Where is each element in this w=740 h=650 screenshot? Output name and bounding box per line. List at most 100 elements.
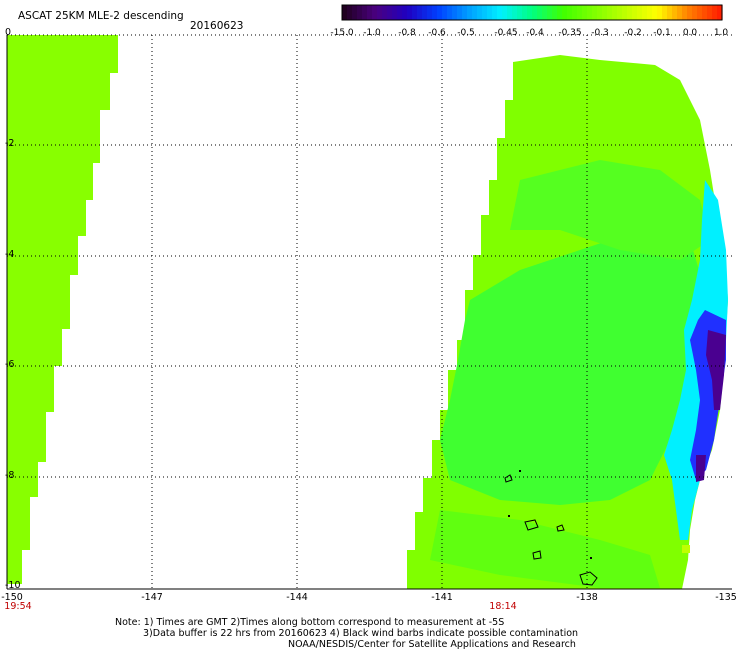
colorbar-swatch — [577, 5, 583, 20]
time-label: 19:54 — [4, 601, 32, 612]
colorbar-label: -0.5 — [457, 28, 475, 38]
colorbar-swatch — [602, 5, 608, 20]
colorbar-swatch — [567, 5, 573, 20]
colorbar-swatch — [347, 5, 353, 20]
colorbar-swatch — [472, 5, 478, 20]
colorbar-swatch — [657, 5, 663, 20]
colorbar-swatch — [627, 5, 633, 20]
colorbar-swatch — [377, 5, 383, 20]
colorbar-swatch — [532, 5, 538, 20]
colorbar-swatch — [417, 5, 423, 20]
colorbar-swatch — [512, 5, 518, 20]
colorbar-swatch — [717, 5, 723, 20]
colorbar-swatch — [437, 5, 443, 20]
colorbar-label: -0.6 — [428, 28, 446, 38]
colorbar-swatch — [707, 5, 713, 20]
colorbar-label: -0.3 — [591, 28, 609, 38]
colorbar-label: 1.0 — [713, 28, 729, 38]
x-tick-label: -138 — [576, 592, 598, 603]
colorbar-swatch — [522, 5, 528, 20]
colorbar-swatch — [517, 5, 523, 20]
x-tick-label: -144 — [286, 592, 308, 603]
colorbar-swatch — [667, 5, 673, 20]
colorbar-swatch — [452, 5, 458, 20]
colorbar-swatch — [392, 5, 398, 20]
y-tick-label: 0 — [5, 27, 12, 38]
left-swath — [7, 35, 118, 584]
green-region-3 — [430, 510, 660, 588]
colorbar-label: -0.1 — [653, 28, 671, 38]
colorbar-swatch — [612, 5, 618, 20]
colorbar-swatch — [712, 5, 718, 20]
colorbar-swatch — [592, 5, 598, 20]
x-tick-label: -141 — [431, 592, 453, 603]
colorbar-swatch — [362, 5, 368, 20]
colorbar-swatch — [467, 5, 473, 20]
colorbar-swatch — [482, 5, 488, 20]
colorbar-swatch — [697, 5, 703, 20]
note-line-1: Note: 1) Times are GMT 2)Times along bot… — [115, 617, 505, 628]
colorbar-label: -0.35 — [558, 28, 582, 38]
colorbar-swatch — [447, 5, 453, 20]
colorbar-swatch — [607, 5, 613, 20]
note-line-3: NOAA/NESDIS/Center for Satellite Applica… — [288, 639, 576, 650]
colorbar-swatch — [397, 5, 403, 20]
x-tick-label: -150 — [1, 592, 23, 603]
colorbar-swatch — [342, 5, 348, 20]
colorbar-swatch — [462, 5, 468, 20]
colorbar-swatch — [527, 5, 533, 20]
colorbar-swatch — [457, 5, 463, 20]
colorbar-swatch — [682, 5, 688, 20]
colorbar-label: -15.0 — [330, 28, 354, 38]
colorbar-swatch — [617, 5, 623, 20]
colorbar-swatch — [432, 5, 438, 20]
colorbar-swatch — [372, 5, 378, 20]
note-line-2: 3)Data buffer is 22 hrs from 20160623 4)… — [143, 628, 579, 639]
time-label: 18:14 — [489, 601, 517, 612]
colorbar-swatch — [407, 5, 413, 20]
x-tick-label: -147 — [141, 592, 163, 603]
colorbar-swatch — [692, 5, 698, 20]
colorbar-swatch — [597, 5, 603, 20]
colorbar-swatch — [402, 5, 408, 20]
colorbar-swatch — [502, 5, 508, 20]
colorbar-swatch — [662, 5, 668, 20]
colorbar-swatch — [477, 5, 483, 20]
grid — [7, 34, 732, 589]
y-tick-label: -4 — [5, 249, 15, 260]
colorbar-swatch — [542, 5, 548, 20]
colorbar-swatch — [632, 5, 638, 20]
colorbar-border — [341, 4, 723, 21]
colorbar-swatch — [492, 5, 498, 20]
colorbar-label: -0.4 — [526, 28, 544, 38]
island-dots — [508, 470, 592, 559]
colorbar-swatch — [487, 5, 493, 20]
colorbar-swatch — [537, 5, 543, 20]
colorbar-swatch — [552, 5, 558, 20]
colorbar-swatch — [412, 5, 418, 20]
colorbar-swatch — [382, 5, 388, 20]
colorbar-label: -0.2 — [624, 28, 642, 38]
colorbar-swatch — [587, 5, 593, 20]
colorbar-swatch — [427, 5, 433, 20]
colorbar-swatch — [562, 5, 568, 20]
colorbar-swatch — [642, 5, 648, 20]
y-tick-label: -8 — [5, 470, 15, 481]
colorbar-swatch — [557, 5, 563, 20]
colorbar-label: -0.8 — [398, 28, 416, 38]
colorbar-swatch — [622, 5, 628, 20]
green-region — [440, 230, 705, 505]
colorbar-swatch — [652, 5, 658, 20]
map-date: 20160623 — [190, 20, 244, 32]
y-tick-label: -2 — [5, 138, 15, 149]
colorbar-swatch — [547, 5, 553, 20]
colorbar-swatch — [497, 5, 503, 20]
colorbar-swatch — [352, 5, 358, 20]
colorbar-label: 0.0 — [682, 28, 698, 38]
y-tick-label: -6 — [5, 359, 15, 370]
x-tick-label: -135 — [715, 592, 737, 603]
purple-region-2 — [696, 455, 706, 482]
island-outlines — [504, 474, 598, 586]
green-region-2 — [510, 160, 710, 260]
